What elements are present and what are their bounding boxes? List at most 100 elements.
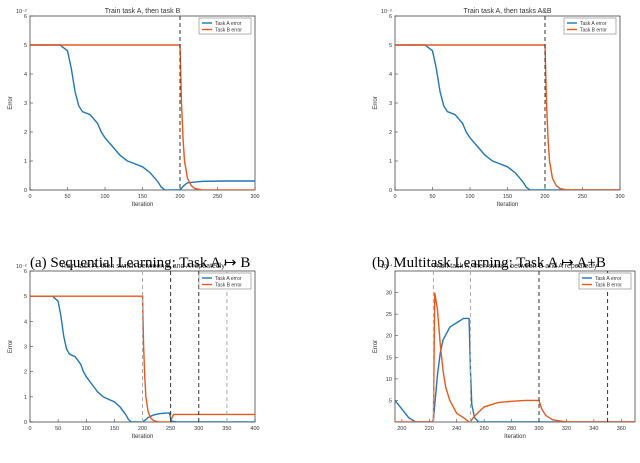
y-tick-label: 25 (386, 312, 392, 318)
y-tick-label: 2 (24, 130, 27, 136)
x-tick-label: 150 (138, 194, 147, 200)
x-tick-label: 200 (175, 194, 184, 200)
x-tick-label: 150 (503, 194, 512, 200)
legend-entry: Task A error (595, 276, 622, 282)
x-tick-label: 50 (55, 426, 61, 432)
x-axis-label: Iteration (132, 202, 154, 208)
x-tick-label: 100 (100, 194, 109, 200)
series-line-task-a-error (30, 295, 255, 422)
y-tick-label: 1 (24, 395, 27, 401)
x-axis-label: Iteration (504, 434, 526, 440)
y-tick-label: 5 (389, 398, 392, 404)
chart-panel-2: 0 1 2 3 4 5 610⁻² 0 50 100 150 200 250 300 Iteration Er… (373, 8, 625, 208)
y-tick-label: 3 (389, 101, 392, 107)
caption-b: (b) Multitask Learning: Task A ↦ A+B (372, 255, 606, 271)
x-tick-label: 300 (194, 426, 203, 432)
chart-title: Train task A, then switch between B and … (60, 263, 225, 270)
y-axis-label: Error (8, 340, 14, 353)
x-tick-label: 340 (589, 426, 598, 432)
x-tick-label: 260 (480, 426, 489, 432)
x-tick-label: 50 (64, 194, 70, 200)
x-tick-label: 300 (250, 194, 259, 200)
series-line-task-a-error (395, 317, 635, 422)
plot-area (29, 15, 256, 191)
x-tick-label: 300 (615, 194, 624, 200)
y-tick-label: 20 (386, 334, 392, 340)
legend-entry: Task B error (215, 283, 242, 289)
legend-entry: Task A error (215, 21, 242, 27)
y-tick-label: 6 (389, 14, 392, 20)
y-tick-label: 0 (389, 188, 392, 194)
caption-a: (a) Sequential Learning: Task A ↦ B (30, 255, 251, 271)
x-tick-label: 220 (425, 426, 434, 432)
y-tick-label: 10 (386, 377, 392, 383)
y-axis-multiplier: 10⁻² (381, 9, 392, 15)
y-axis-multiplier: 10⁻² (16, 9, 27, 15)
chart-panel-4: 5 10 15 20 25 30 10⁻⁴ 200 220 240 260 280 300 320 340 3… (373, 263, 636, 440)
y-tick-label: 0 (24, 420, 27, 426)
x-tick-label: 350 (222, 426, 231, 432)
x-tick-label: 360 (617, 426, 626, 432)
y-tick-label: 2 (389, 130, 392, 136)
y-tick-label: 15 (386, 355, 392, 361)
x-tick-label: 0 (28, 194, 31, 200)
legend-entry: Task A error (580, 21, 607, 27)
legend-entry: Task B error (580, 28, 607, 34)
chart-title: Train task A, then tasks A&B (463, 8, 551, 15)
y-tick-label: 30 (386, 291, 392, 297)
plot-area (394, 270, 636, 423)
y-axis-label: Error (373, 340, 379, 353)
x-tick-label: 100 (465, 194, 474, 200)
chart-title: Train task A, then switch between B and … (433, 263, 598, 270)
y-tick-label: 5 (389, 43, 392, 49)
x-tick-label: 280 (507, 426, 516, 432)
y-tick-label: 1 (24, 159, 27, 165)
chart-title: Train task A, then task B (105, 8, 181, 15)
y-tick-label: 4 (24, 319, 27, 325)
x-tick-label: 320 (562, 426, 571, 432)
x-tick-label: 250 (578, 194, 587, 200)
y-axis-multiplier: 10⁻² (16, 264, 27, 270)
y-tick-label: 5 (24, 43, 27, 49)
legend-entry: Task B error (215, 28, 242, 34)
y-tick-label: 4 (24, 72, 27, 78)
y-axis-label: Error (373, 96, 379, 109)
y-axis-multiplier: 10⁻⁴ (381, 263, 393, 270)
y-tick-label: 1 (389, 159, 392, 165)
x-tick-label: 200 (540, 194, 549, 200)
x-tick-label: 0 (393, 194, 396, 200)
y-tick-label: 4 (389, 72, 392, 78)
y-tick-label: 6 (24, 269, 27, 275)
series-line-task-a-error (30, 44, 255, 190)
chart-panel-1: 0 1 2 3 4 5 610⁻² 0 50 100 150 200 250 300 Iteration Er… (8, 8, 260, 208)
x-tick-label: 250 (213, 194, 222, 200)
x-tick-label: 200 (397, 426, 406, 432)
x-axis-label: Iteration (497, 202, 519, 208)
x-tick-label: 400 (250, 426, 259, 432)
y-tick-label: 6 (24, 14, 27, 20)
y-axis-label: Error (8, 96, 14, 109)
chart-panel-3: 0 1 2 3 4 5 610⁻² 0 50 100 150 200 250 300 350 400 Itera… (8, 263, 260, 440)
series-line-task-a-error (395, 44, 620, 190)
y-tick-label: 2 (24, 370, 27, 376)
x-tick-label: 200 (138, 426, 147, 432)
y-tick-label: 0 (24, 188, 27, 194)
y-tick-label: 3 (24, 101, 27, 107)
x-tick-label: 50 (429, 194, 435, 200)
legend-entry: Task B error (595, 283, 622, 289)
y-tick-label: 5 (24, 294, 27, 300)
legend-entry: Task A error (215, 276, 242, 282)
x-tick-label: 250 (166, 426, 175, 432)
plot-area (394, 15, 621, 191)
x-tick-label: 150 (110, 426, 119, 432)
x-axis-label: Iteration (132, 434, 154, 440)
x-tick-label: 0 (28, 426, 31, 432)
x-tick-label: 100 (82, 426, 91, 432)
x-tick-label: 300 (534, 426, 543, 432)
series-line-task-b-error (30, 295, 255, 422)
